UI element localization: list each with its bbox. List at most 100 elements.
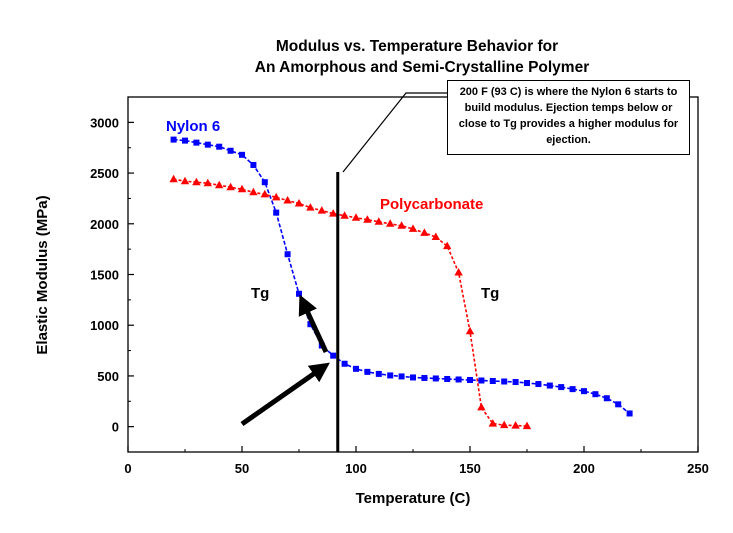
data-point [410, 374, 416, 381]
arrow-to-tg [298, 294, 329, 354]
data-point [374, 217, 383, 225]
series-label-polycarbonate: Polycarbonate [380, 196, 483, 213]
data-point [477, 402, 486, 411]
data-point [454, 268, 463, 276]
data-point [250, 161, 257, 168]
data-point [317, 206, 326, 214]
data-point [522, 421, 532, 430]
data-point [421, 374, 428, 381]
data-point [465, 326, 475, 335]
data-point [306, 203, 315, 211]
data-point [182, 137, 188, 144]
data-point [408, 224, 418, 232]
note-leader-line [342, 92, 447, 173]
y-tick-label: 0 [112, 420, 119, 435]
series-label-nylon-6: Nylon 6 [166, 118, 220, 135]
data-point [501, 378, 508, 385]
data-point [558, 384, 565, 391]
y-axis: 0 500 1000 1500 2000 2500 3000 [90, 115, 134, 435]
x-tick-label: 0 [124, 461, 131, 476]
data-point [420, 228, 429, 236]
data-point [615, 401, 622, 408]
data-point [170, 136, 177, 143]
data-point [444, 375, 451, 382]
data-point [341, 360, 348, 367]
data-point [524, 380, 530, 387]
data-point [249, 187, 258, 196]
y-tick-label: 3000 [90, 115, 119, 130]
data-point [261, 179, 268, 186]
data-point [626, 410, 633, 417]
data-point [592, 391, 599, 398]
series-line [173, 178, 528, 427]
y-tick-label: 2000 [90, 217, 119, 232]
data-point [351, 213, 361, 221]
data-point [603, 395, 610, 402]
data-point [272, 192, 281, 201]
data-point [227, 147, 234, 154]
y-tick-label: 2500 [90, 166, 119, 181]
data-point [180, 176, 190, 185]
data-point [386, 219, 395, 227]
data-point [273, 209, 280, 216]
data-point [193, 139, 200, 146]
data-point [215, 180, 224, 189]
data-point [581, 388, 587, 395]
data-point [203, 178, 212, 187]
data-point [455, 376, 462, 383]
data-point [375, 370, 382, 377]
data-point [307, 321, 314, 328]
data-point [511, 421, 520, 429]
data-point [546, 382, 553, 389]
x-tick-label: 250 [687, 461, 709, 476]
data-point [364, 368, 371, 375]
data-point [329, 209, 338, 217]
data-point [431, 232, 440, 240]
data-point [284, 251, 291, 258]
data-point [216, 143, 223, 150]
data-point [569, 386, 576, 393]
data-point [478, 377, 485, 384]
x-tick-label: 200 [573, 461, 595, 476]
data-point [283, 196, 292, 204]
data-point [512, 379, 519, 386]
chart-title-line-2: An Amorphous and Semi-Crystalline Polyme… [255, 59, 589, 76]
data-point [467, 376, 473, 383]
data-point [489, 378, 496, 384]
data-point [260, 189, 269, 198]
data-point [330, 352, 337, 359]
tg-label-polycarbonate: Tg [481, 285, 499, 302]
annotation-note: 200 F (93 C) is where the Nylon 6 starts… [447, 80, 690, 155]
data-point [443, 241, 452, 250]
data-point [226, 182, 235, 191]
x-tick-label: 150 [459, 461, 481, 476]
x-axis: 0 50 100 150 200 250 [124, 446, 709, 476]
x-axis-label: Temperature (C) [356, 490, 471, 507]
data-point [488, 419, 497, 427]
data-point [432, 375, 439, 382]
y-axis-label: Elastic Modulus (MPa) [34, 195, 51, 354]
data-point [500, 420, 509, 429]
series-nylon-6 [170, 136, 633, 417]
y-tick-label: 1500 [90, 268, 119, 283]
tg-label-nylon-6: Tg [251, 285, 269, 302]
chart-title-line-1: Modulus vs. Temperature Behavior for [276, 38, 558, 55]
series-polycarbonate [169, 174, 532, 430]
data-point [296, 290, 302, 297]
arrow-to-reference [240, 362, 330, 427]
data-point [204, 141, 211, 148]
data-point [363, 215, 372, 223]
data-point [340, 211, 349, 219]
data-point [353, 365, 359, 372]
data-point [387, 372, 394, 379]
data-point [397, 221, 406, 229]
data-point [535, 381, 542, 388]
y-tick-label: 1000 [90, 318, 119, 333]
data-point [237, 184, 247, 193]
x-tick-label: 100 [345, 461, 367, 476]
x-tick-label: 50 [235, 461, 249, 476]
data-point [398, 373, 405, 380]
data-point [294, 199, 304, 207]
data-point [239, 151, 245, 158]
